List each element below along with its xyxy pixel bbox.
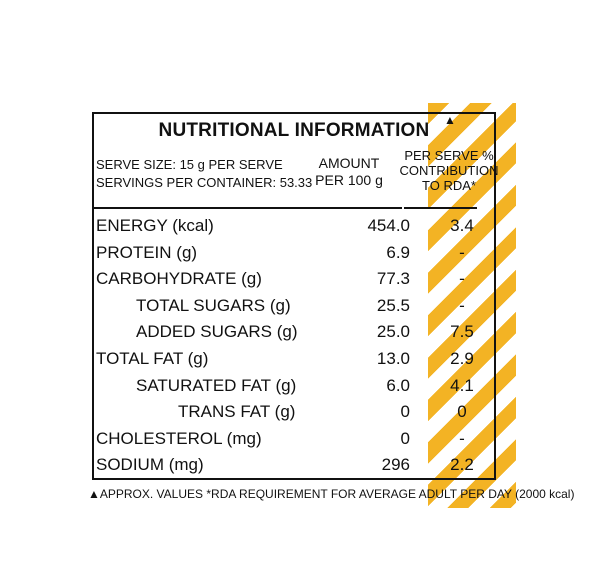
nutrient-label: TRANS FAT (g) (178, 402, 296, 422)
amount-per-100g: 13.0 (376, 349, 410, 368)
serve-info: SERVE SIZE: 15 g PER SERVE SERVINGS PER … (96, 156, 312, 192)
rda-percent: 0 (457, 402, 467, 422)
rda-percent: - (459, 269, 465, 289)
header-divider-rda (404, 207, 477, 209)
table-row: TOTAL SUGARS (g) 25.5 - (96, 296, 496, 322)
amount-per-100g: 25.5 (376, 295, 410, 315)
nutrient-label: CHOLESTEROL (mg) (96, 428, 262, 448)
table-row: TOTAL FAT (g) 13.0 2.9 (96, 349, 496, 375)
amount-header-line2: PER 100 g (315, 172, 383, 188)
amount-per-100g: 6.9 (386, 242, 410, 262)
table-header: SERVE SIZE: 15 g PER SERVE SERVINGS PER … (96, 148, 498, 204)
rda-percent: 7.5 (450, 322, 474, 342)
rda-percent: - (459, 295, 465, 315)
amount-per-100g: 0 (400, 428, 410, 448)
nutrient-label: PROTEIN (g) (96, 242, 198, 262)
table-row: ENERGY (kcal) 454.0 3.4 (96, 216, 496, 242)
rda-percent: - (459, 242, 465, 262)
amount-per-100g: 6.0 (386, 375, 410, 395)
amount-header: AMOUNT PER 100 g (314, 155, 384, 189)
nutrient-label: TOTAL FAT (g) (96, 349, 209, 368)
rda-percent: 2.9 (450, 349, 474, 368)
table-row: SODIUM (mg) 296 2.2 (96, 455, 496, 481)
table-row: CHOLESTEROL (mg) 0 - (96, 429, 496, 455)
amount-per-100g: 77.3 (376, 269, 410, 289)
rda-column-stripes (428, 103, 516, 508)
rda-header: PER SERVE % CONTRIBUTION TO RDA* (396, 148, 502, 193)
amount-per-100g: 454.0 (367, 216, 410, 235)
table-row: ADDED SUGARS (g) 25.0 7.5 (96, 322, 496, 348)
rda-header-line2: CONTRIBUTION (399, 163, 499, 178)
amount-header-line1: AMOUNT (318, 155, 380, 171)
table-row: SATURATED FAT (g) 6.0 4.1 (96, 376, 496, 402)
amount-per-100g: 0 (400, 402, 410, 422)
serve-size: SERVE SIZE: 15 g PER SERVE (96, 157, 283, 172)
nutrient-label: SATURATED FAT (g) (136, 375, 297, 395)
header-divider (94, 207, 402, 209)
rda-percent: 3.4 (450, 216, 474, 235)
table-row: TRANS FAT (g) 0 0 (96, 402, 496, 428)
approx-marker-icon: ▲ (444, 113, 456, 127)
amount-per-100g: 296 (381, 455, 410, 475)
amount-per-100g: 25.0 (376, 322, 410, 342)
footnote: ▲APPROX. VALUES *RDA REQUIREMENT FOR AVE… (88, 487, 575, 501)
rda-percent: 2.2 (450, 455, 474, 475)
nutrient-label: ADDED SUGARS (g) (136, 322, 298, 342)
table-row: CARBOHYDRATE (g) 77.3 - (96, 269, 496, 295)
table-row: PROTEIN (g) 6.9 - (96, 243, 496, 269)
table-title: NUTRITIONAL INFORMATION (158, 120, 430, 141)
rda-header-line3: TO RDA* (422, 178, 476, 193)
nutrient-label: CARBOHYDRATE (g) (96, 269, 262, 289)
servings-per-container: SERVINGS PER CONTAINER: 53.33 (96, 175, 313, 190)
rda-header-line1: PER SERVE % (404, 148, 494, 163)
rda-percent: 4.1 (450, 375, 474, 395)
nutrient-label: ENERGY (kcal) (96, 216, 214, 235)
nutrient-label: TOTAL SUGARS (g) (136, 295, 291, 315)
nutrient-label: SODIUM (mg) (96, 455, 204, 475)
nutrition-table-border (92, 112, 496, 480)
rda-percent: - (459, 428, 465, 448)
